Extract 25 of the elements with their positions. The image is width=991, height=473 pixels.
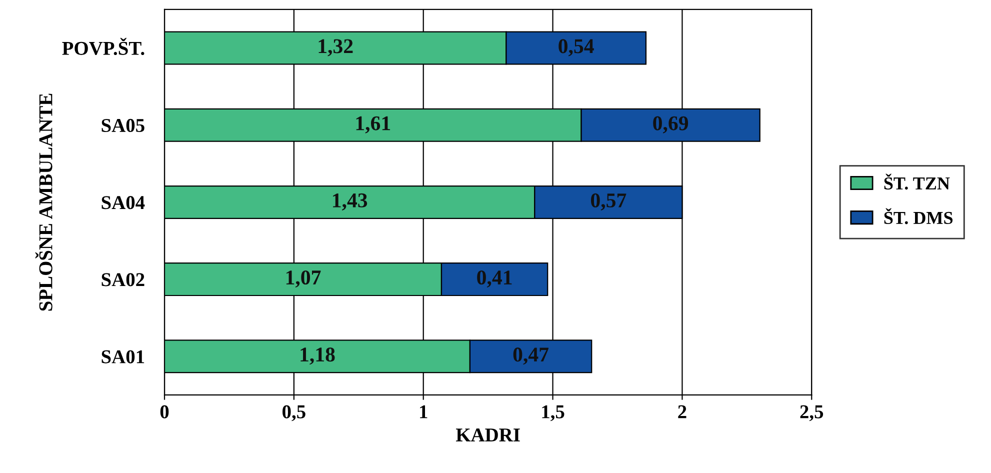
x-tick-label: 1 — [420, 405, 428, 418]
legend-label: ŠT. DMS — [884, 208, 953, 224]
data-label: 1,61 — [356, 116, 390, 134]
legend-label: ŠT. TZN — [884, 174, 950, 190]
x-tick-label: 2 — [678, 405, 686, 418]
data-label: 0,41 — [477, 270, 512, 288]
y-tick-label: SA04 — [102, 196, 145, 210]
y-axis-title: SPLOŠNE AMBULANTE — [35, 94, 52, 311]
x-axis-title: KADRI — [456, 428, 520, 442]
data-label: 1,07 — [286, 270, 321, 288]
data-label: 0,57 — [590, 193, 626, 210]
data-label: 0,54 — [558, 39, 594, 56]
data-label: 1,18 — [300, 348, 335, 365]
data-label: 0,47 — [513, 348, 548, 365]
data-label: 1,32 — [318, 39, 353, 56]
y-tick-label: SA02 — [102, 273, 144, 286]
data-label: 1,43 — [333, 193, 368, 210]
data-label: 0,69 — [653, 116, 688, 134]
x-tick-label: 1,5 — [542, 405, 564, 422]
x-tick-label: 0,5 — [282, 405, 306, 422]
y-tick-label: POVP.ŠT. — [62, 38, 144, 56]
y-tick-label: SA05 — [102, 118, 144, 132]
x-tick-label: 0 — [160, 405, 169, 418]
y-tick-label: SA01 — [102, 350, 144, 364]
x-tick-label: 2,5 — [800, 405, 824, 422]
